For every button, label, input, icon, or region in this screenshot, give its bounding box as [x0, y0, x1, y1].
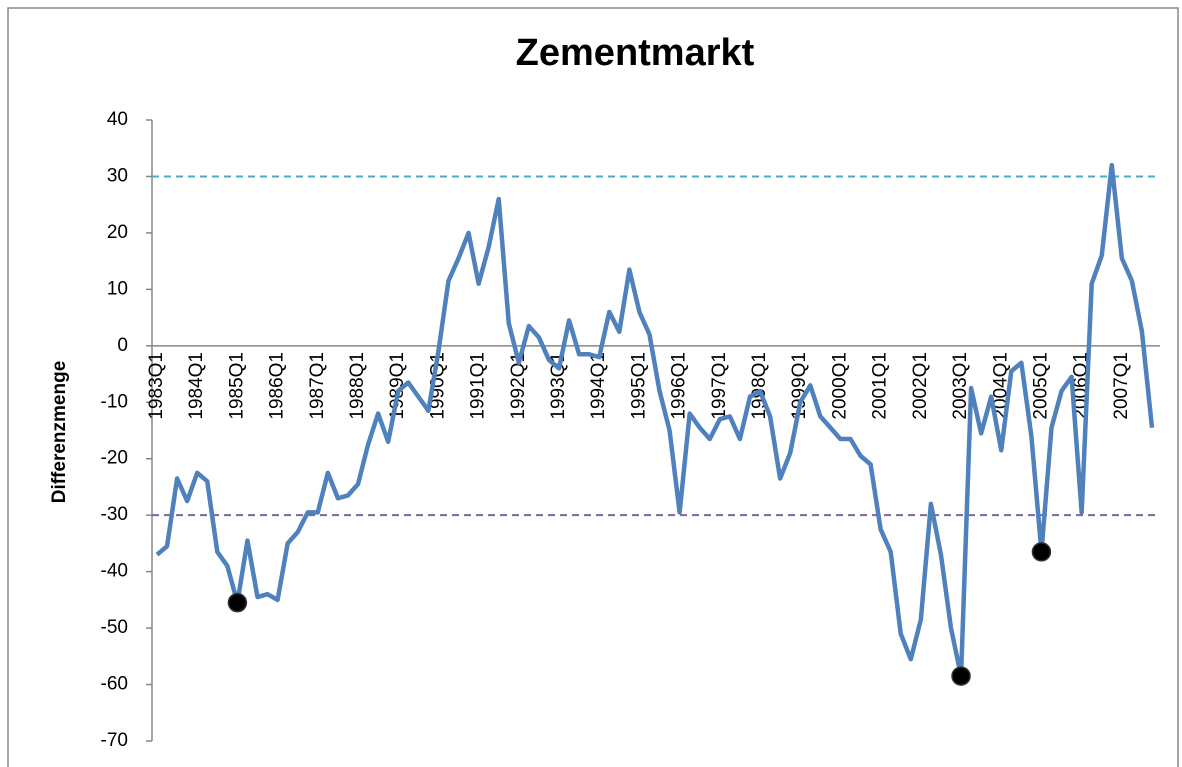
y-axis-label: Differenzmenge	[49, 361, 70, 504]
y-tick-label: -20	[101, 448, 128, 469]
x-tick-label: 1986Q1	[267, 352, 288, 420]
y-tick-label: -40	[101, 561, 128, 582]
x-tick-label: 2005Q1	[1030, 352, 1051, 420]
x-tick-label: 1987Q1	[307, 352, 328, 420]
x-tick-label: 1994Q1	[588, 352, 609, 420]
chart-title: Zementmarkt	[516, 32, 755, 74]
y-tick-label: 40	[107, 109, 128, 130]
chart-frame	[7, 7, 1179, 767]
x-tick-label: 1988Q1	[347, 352, 368, 420]
y-tick-label: -70	[101, 730, 128, 751]
y-tick-label: -10	[101, 391, 128, 412]
highlight-point	[1031, 542, 1052, 562]
x-tick-label: 1989Q1	[387, 352, 408, 420]
x-tick-label: 1991Q1	[468, 352, 489, 420]
x-tick-label: 2002Q1	[910, 352, 931, 420]
x-tick-label: 1984Q1	[186, 352, 207, 420]
x-tick-label: 2007Q1	[1111, 352, 1132, 420]
x-tick-label: 1999Q1	[789, 352, 810, 420]
x-tick-label: 1996Q1	[669, 352, 690, 420]
x-tick-label: 1992Q1	[508, 352, 529, 420]
x-tick-label: 1983Q1	[146, 352, 167, 420]
y-tick-label: -60	[101, 674, 128, 695]
highlight-point	[951, 666, 971, 686]
x-tick-label: 1993Q1	[548, 352, 569, 420]
x-tick-label: 1997Q1	[709, 352, 730, 420]
data-line	[155, 162, 1155, 679]
y-tick-label: 30	[107, 165, 128, 186]
x-tick-label: 2000Q1	[829, 352, 850, 420]
highlight-point	[227, 592, 248, 613]
x-tick-label: 1995Q1	[628, 352, 649, 420]
x-tick-label: 1990Q1	[427, 352, 448, 420]
y-tick-label: 20	[107, 222, 128, 243]
y-tick-label: 0	[117, 335, 128, 356]
y-tick-label: -50	[101, 617, 128, 638]
x-tick-label: 1985Q1	[226, 352, 247, 420]
x-tick-label: 2001Q1	[870, 352, 891, 420]
y-tick-label: -30	[101, 504, 128, 525]
y-tick-label: 10	[107, 278, 128, 299]
x-tick-label: 2003Q1	[950, 352, 971, 420]
